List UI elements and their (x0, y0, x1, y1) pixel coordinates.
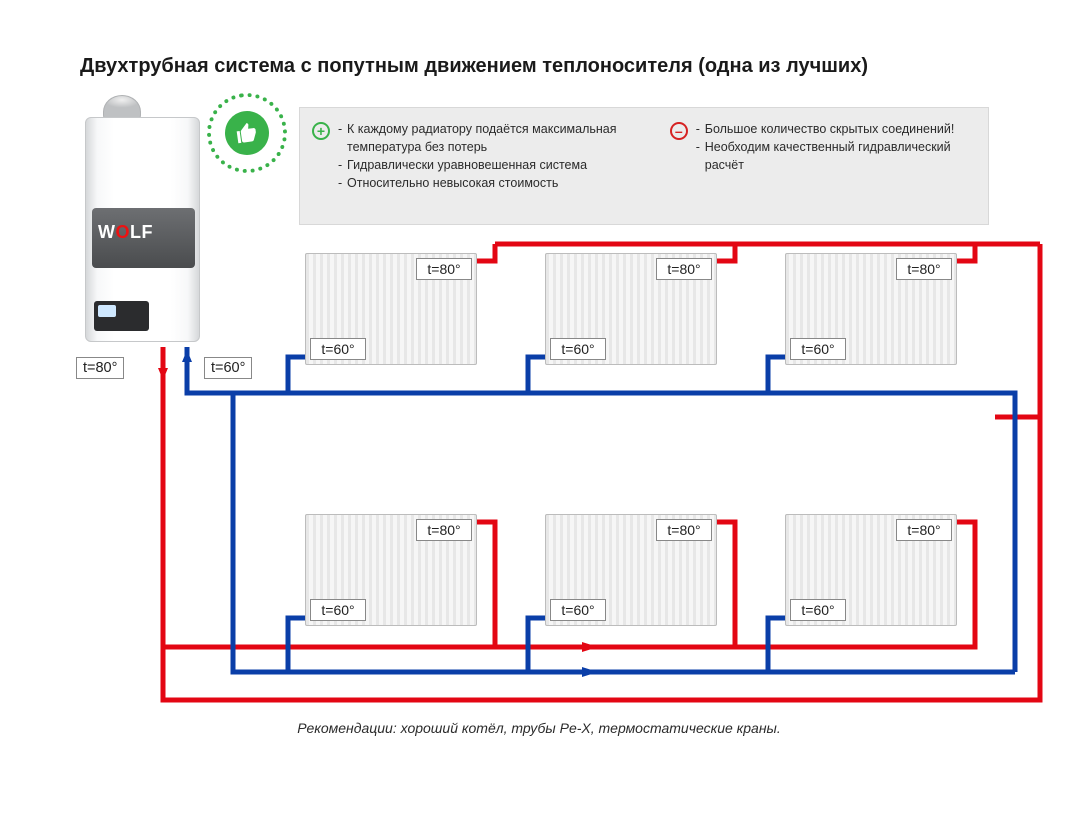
piping-diagram (0, 0, 1078, 830)
recommendation-footnote: Рекомендации: хороший котёл, трубы Pe-X,… (0, 720, 1078, 736)
flow-arrow-return (182, 350, 192, 362)
flow-arrow-return-mid (582, 667, 598, 677)
flow-arrow-supply (158, 368, 168, 380)
flow-arrow-supply-mid (582, 642, 598, 652)
